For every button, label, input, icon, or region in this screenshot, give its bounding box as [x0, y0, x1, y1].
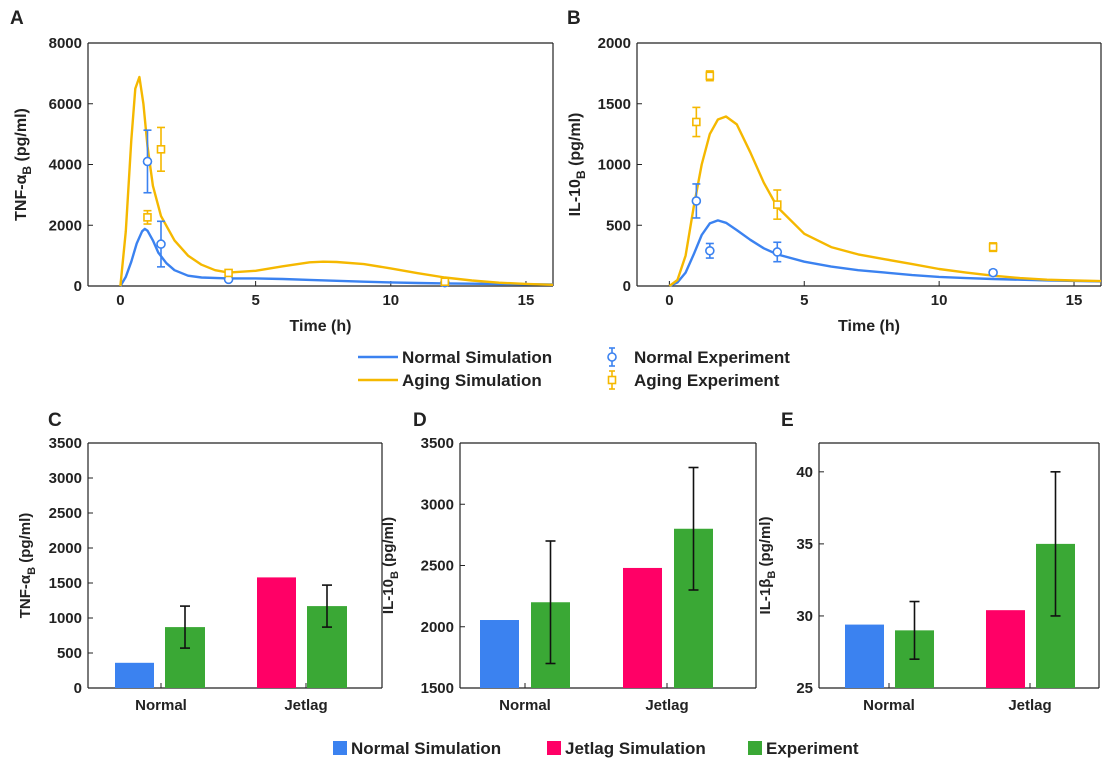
panel-c-ytick-label: 500 — [57, 645, 82, 662]
panel-a-ytick-label: 6000 — [49, 96, 82, 113]
panel-b-normal-experiment-marker — [691, 196, 702, 206]
panel-b-normal-experiment-marker — [705, 245, 715, 256]
panel-b-ytick-label: 500 — [606, 217, 631, 234]
panel-d-ylabel: IL-10B (pg/ml) — [380, 517, 401, 614]
panel-a-normal-simulation-line — [119, 227, 554, 287]
panel-a-ytick-label: 4000 — [49, 157, 82, 174]
panel-e-ytick-label: 35 — [796, 536, 813, 553]
legend-normal-experiment-label: Normal Experiment — [634, 348, 790, 367]
panel-b-xtick-label: 15 — [1066, 292, 1083, 309]
panel-b-normal-experiment-marker — [772, 247, 783, 257]
panel-c-category-label: Normal — [135, 697, 187, 714]
panel-e-category-label: Jetlag — [1008, 697, 1051, 714]
panel-e-ytick-label: 30 — [796, 608, 813, 625]
legend-aging-experiment-label: Aging Experiment — [634, 371, 780, 390]
panel-b-aging-experiment-marker — [772, 200, 782, 209]
panel-a-xtick-label: 5 — [251, 292, 259, 309]
panel-a-ytick-label: 2000 — [49, 217, 82, 234]
panel-d-letter: D — [413, 410, 427, 431]
panel-a-aging-experiment-marker — [440, 277, 450, 287]
panel-b-letter: B — [567, 8, 581, 29]
panel-c-letter: C — [48, 410, 62, 431]
legend-experiment-swatch — [748, 741, 762, 755]
panel-b-xtick-label: 0 — [665, 292, 673, 309]
legend-normal-simulation-label: Normal Simulation — [402, 348, 552, 367]
panel-c-jetlag-simulation-bar — [257, 577, 296, 688]
panel-b-normal-simulation-line — [668, 219, 1102, 288]
panel-a-xtick-label: 15 — [518, 292, 535, 309]
panel-c-ytick-label: 1000 — [49, 610, 82, 627]
panel-d-ytick-label: 2500 — [421, 558, 454, 575]
legend-aging-simulation-label: Aging Simulation — [402, 371, 542, 390]
panel-d-ytick-label: 3500 — [421, 435, 454, 452]
panel-d-ytick-label: 3000 — [421, 496, 454, 513]
panel-d-category-label: Normal — [499, 697, 551, 714]
panel-b-xtick-label: 5 — [800, 292, 808, 309]
legend-experiment-label: Experiment — [766, 739, 859, 758]
panel-a-xlabel: Time (h) — [290, 318, 352, 335]
panel-b-ytick-label: 0 — [623, 278, 631, 295]
panel-a-normal-experiment-marker — [142, 156, 153, 167]
panel-b-aging-simulation-line — [668, 115, 1102, 287]
panel-a-ylabel: TNF-αB (pg/ml) — [13, 108, 34, 221]
panel-b-normal-experiment-marker — [988, 267, 998, 278]
panel-e-normal-simulation-bar — [845, 624, 884, 688]
panel-d-ytick-label: 2000 — [421, 619, 454, 636]
panel-a-ytick-label: 0 — [74, 278, 82, 295]
panel-c-ytick-label: 2000 — [49, 540, 82, 557]
panel-e-jetlag-simulation-bar — [986, 610, 1025, 688]
panel-b-aging-experiment-marker — [692, 117, 701, 127]
panel-b-ytick-label: 1500 — [598, 96, 631, 113]
panel-a-aging-experiment-marker — [224, 268, 233, 278]
panel-c-ytick-label: 3500 — [49, 435, 82, 452]
panel-c-ytick-label: 1500 — [49, 575, 82, 592]
legend-normal-simulation-bar-label: Normal Simulation — [351, 739, 501, 758]
panel-a-ytick-label: 8000 — [49, 35, 82, 52]
panel-b-ytick-label: 2000 — [598, 35, 631, 52]
panel-c-ytick-label: 0 — [74, 680, 82, 697]
panel-a-aging-experiment-marker — [143, 213, 152, 222]
panel-d-jetlag-simulation-bar — [623, 567, 662, 688]
legend-jetlag-simulation-swatch — [547, 741, 561, 755]
panel-e-category-label: Normal — [863, 697, 915, 714]
panel-a-normal-experiment-marker — [156, 239, 166, 249]
panel-d-ytick-label: 1500 — [421, 680, 454, 697]
panel-b-xtick-label: 10 — [931, 292, 948, 309]
legend-normal-simulation-bar-swatch — [333, 741, 347, 755]
panel-b-ylabel: IL-10B (pg/ml) — [567, 113, 588, 217]
panel-c-category-label: Jetlag — [284, 697, 327, 714]
panel-a-xtick-label: 0 — [116, 292, 124, 309]
panel-c-ytick-label: 2500 — [49, 505, 82, 522]
panel-b-aging-experiment-marker — [988, 242, 998, 252]
panel-a-xtick-label: 10 — [382, 292, 399, 309]
panel-b-aging-experiment-marker — [705, 71, 715, 81]
panel-c-ytick-label: 3000 — [49, 470, 82, 487]
panel-a-letter: A — [10, 8, 24, 29]
panel-e-ylabel: IL-1βB (pg/ml) — [757, 517, 778, 615]
legend-normal-experiment-marker — [607, 352, 617, 362]
panel-c-ylabel: TNF-αB (pg/ml) — [17, 513, 38, 618]
panel-a-aging-experiment-marker — [156, 145, 166, 154]
panel-d-category-label: Jetlag — [645, 697, 688, 714]
panel-d-normal-simulation-bar — [480, 620, 519, 688]
panel-b-xlabel: Time (h) — [838, 318, 900, 335]
panel-e-ytick-label: 40 — [796, 464, 813, 481]
panel-a-aging-simulation-line — [119, 75, 554, 287]
panel-b-ytick-label: 1000 — [598, 157, 631, 174]
legend-jetlag-simulation-label: Jetlag Simulation — [565, 739, 706, 758]
legend-aging-experiment-marker — [607, 375, 617, 385]
panel-c-normal-simulation-bar — [115, 662, 154, 688]
panel-e-ytick-label: 25 — [796, 680, 813, 697]
panel-e-letter: E — [781, 410, 794, 431]
